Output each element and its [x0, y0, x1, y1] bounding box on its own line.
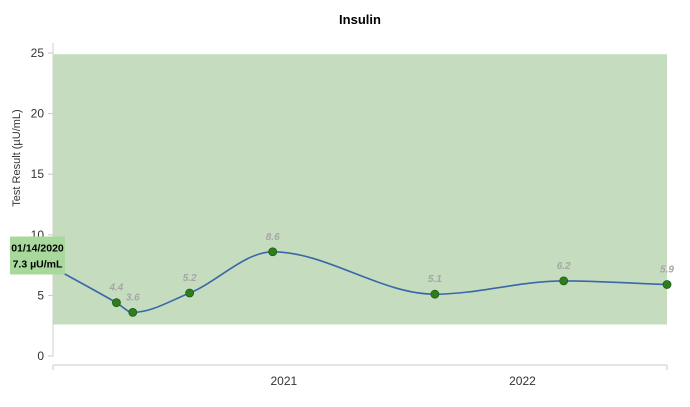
data-label: 6.2: [557, 261, 571, 272]
y-tick-label: 25: [31, 46, 45, 60]
data-label: 5.9: [660, 264, 674, 275]
data-point: [112, 298, 121, 308]
data-point: [662, 280, 672, 289]
tooltip-box: [10, 236, 65, 275]
data-label: 3.6: [126, 292, 140, 303]
data-point: [559, 276, 569, 286]
x-tick-label: 2021: [270, 374, 297, 388]
tooltip-value: 7.3 µU/mL: [13, 259, 63, 271]
data-point: [430, 289, 440, 299]
data-point: [268, 247, 278, 257]
data-label: 4.4: [108, 283, 123, 294]
data-label: 5.1: [428, 274, 442, 285]
data-point: [128, 307, 138, 317]
chart-title: Insulin: [339, 12, 381, 27]
data-label: 8.6: [266, 232, 280, 243]
x-tick-label: 2022: [509, 374, 536, 388]
y-axis-title: Test Result (µU/mL): [11, 109, 23, 206]
y-tick-label: 20: [31, 107, 45, 121]
data-point: [185, 288, 195, 298]
y-tick-label: 5: [37, 288, 44, 302]
y-tick-label: 0: [37, 349, 44, 363]
y-tick-label: 15: [31, 167, 45, 181]
reference-range-band: [53, 54, 667, 325]
tooltip-date: 01/14/2020: [11, 243, 64, 255]
data-label: 5.2: [183, 273, 197, 284]
